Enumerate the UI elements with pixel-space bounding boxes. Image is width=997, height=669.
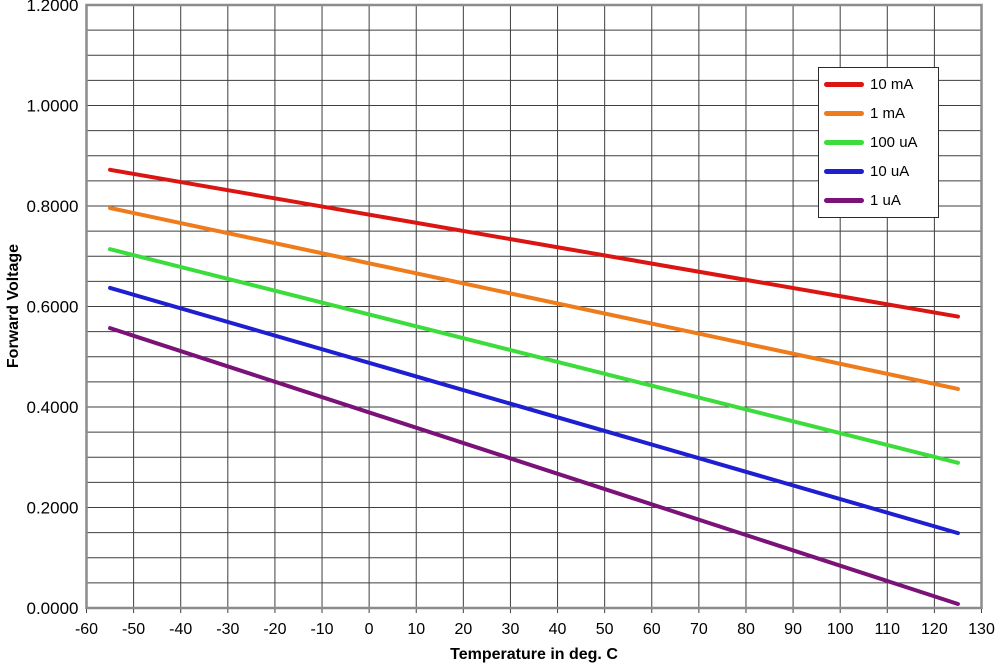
legend-swatch-1ua: [824, 198, 864, 203]
x-axis-title: Temperature in deg. C: [450, 646, 618, 663]
x-tick-label: 90: [784, 621, 802, 638]
x-tick-label: 50: [596, 621, 614, 638]
x-tick-label: 30: [502, 621, 520, 638]
legend-item-100ua: 100 uA: [824, 134, 938, 151]
x-tick-label: 10: [407, 621, 425, 638]
x-tick-label: 100: [827, 621, 854, 638]
x-tick-label: 120: [921, 621, 948, 638]
x-tick-label: 80: [737, 621, 755, 638]
legend-item-10ua: 10 uA: [824, 163, 938, 180]
series-line-100-ua: [108, 247, 960, 465]
y-tick-label: 1.2000: [27, 0, 79, 15]
legend-item-10ma: 10 mA: [824, 76, 938, 93]
legend-swatch-10ma: [824, 82, 864, 87]
y-tick-label: 1.0000: [27, 97, 79, 116]
legend-item-1ua: 1 uA: [824, 192, 938, 209]
x-tick-label: 60: [643, 621, 661, 638]
y-tick-label: 0.4000: [27, 398, 79, 417]
legend-swatch-100ua: [824, 140, 864, 145]
legend-label-100ua: 100 uA: [870, 134, 918, 151]
legend-label-10ma: 10 mA: [870, 76, 914, 93]
x-tick-label: 70: [690, 621, 708, 638]
plot-border: [85, 3, 983, 610]
legend-swatch-10ua: [824, 169, 864, 174]
x-tick-label: -30: [216, 621, 239, 638]
legend-label-1ua: 1 uA: [870, 192, 901, 209]
legend-swatch-1ma: [824, 111, 864, 116]
x-tick-label: 20: [454, 621, 472, 638]
series-line-10-ua: [108, 285, 960, 536]
x-tick-label: 110: [875, 621, 901, 638]
x-tick-label: -60: [75, 621, 98, 638]
series-line-1-ua: [108, 326, 960, 606]
x-tick-label: -40: [169, 621, 192, 638]
x-tick-label: -10: [310, 621, 333, 638]
legend-label-10ua: 10 uA: [870, 163, 910, 180]
x-tick-label: 0: [365, 621, 374, 638]
y-tick-label: 0.8000: [27, 197, 79, 216]
y-tick-label: 0.6000: [27, 298, 79, 317]
y-axis-title: Forward Voltage: [5, 243, 22, 369]
legend-label-1ma: 1 mA: [870, 105, 906, 122]
y-tick-label: 0.2000: [27, 499, 79, 518]
series-line-1-ma: [108, 206, 960, 391]
x-tick-label: -20: [263, 621, 286, 638]
x-tick-label: -50: [122, 621, 145, 638]
legend-item-1ma: 1 mA: [824, 105, 938, 122]
series-line-10-ma: [108, 167, 960, 319]
x-tick-label: 40: [549, 621, 567, 638]
x-tick-label: 130: [968, 621, 995, 638]
legend: 10 mA 1 mA 100 uA 10 uA 1 uA: [818, 67, 939, 218]
y-tick-label: 0.0000: [27, 599, 79, 618]
